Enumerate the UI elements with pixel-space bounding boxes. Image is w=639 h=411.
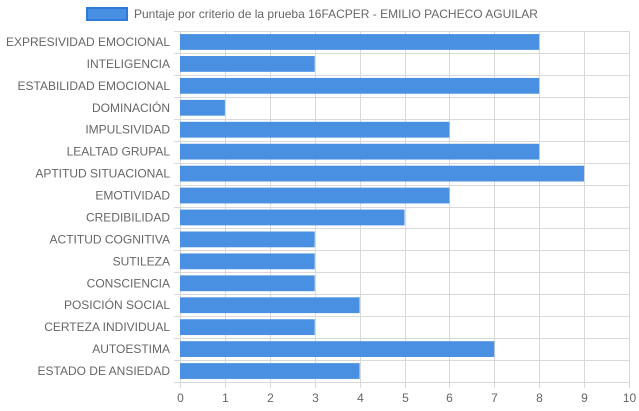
legend-swatch bbox=[86, 7, 128, 21]
category-label: IMPULSIVIDAD bbox=[85, 123, 170, 137]
x-tick-label: 8 bbox=[536, 391, 543, 405]
x-tick-label: 4 bbox=[357, 391, 364, 405]
category-label: EXPRESIVIDAD EMOCIONAL bbox=[6, 35, 170, 49]
category-label: INTELIGENCIA bbox=[87, 57, 170, 71]
category-label: SUTILEZA bbox=[113, 254, 170, 268]
category-label: ESTADO DE ANSIEDAD bbox=[38, 364, 171, 378]
bar bbox=[180, 253, 315, 270]
x-tick-label: 6 bbox=[446, 391, 453, 405]
category-label: AUTOESTIMA bbox=[92, 342, 170, 356]
bar bbox=[180, 363, 360, 379]
bar bbox=[180, 209, 405, 226]
bar bbox=[180, 187, 450, 204]
x-tick-label: 3 bbox=[312, 391, 319, 405]
bar bbox=[180, 56, 315, 72]
category-label: DOMINACIÓN bbox=[92, 100, 170, 115]
bar bbox=[180, 99, 225, 116]
x-tick-label: 7 bbox=[491, 391, 498, 405]
bar bbox=[180, 341, 495, 357]
bar bbox=[180, 231, 315, 248]
category-label: APTITUD SITUACIONAL bbox=[35, 167, 170, 181]
category-label: ESTABILIDAD EMOCIONAL bbox=[18, 79, 171, 93]
bar bbox=[180, 143, 540, 160]
x-tick-labels: 0 1 2 3 4 5 6 7 8 9 10 bbox=[177, 391, 636, 405]
bar bbox=[180, 77, 540, 94]
category-label: EMOTIVIDAD bbox=[95, 189, 170, 203]
bar bbox=[180, 34, 540, 50]
x-tick-label: 2 bbox=[267, 391, 274, 405]
x-tick-label: 1 bbox=[222, 391, 229, 405]
category-label: CERTEZA INDIVIDUAL bbox=[44, 320, 170, 334]
category-label: LEALTAD GRUPAL bbox=[67, 145, 171, 159]
category-label: CONSCIENCIA bbox=[87, 276, 170, 290]
category-label: POSICIÓN SOCIAL bbox=[64, 297, 170, 312]
x-tick-label: 0 bbox=[177, 391, 184, 405]
x-tick-label: 5 bbox=[402, 391, 409, 405]
legend-label: Puntaje por criterio de la prueba 16FACP… bbox=[134, 7, 538, 21]
bar bbox=[180, 319, 315, 336]
bar bbox=[180, 165, 585, 182]
legend[interactable]: Puntaje por criterio de la prueba 16FACP… bbox=[86, 7, 538, 21]
x-tick-label: 9 bbox=[581, 391, 588, 405]
bar bbox=[180, 297, 360, 314]
category-label: CREDIBILIDAD bbox=[86, 210, 170, 224]
category-labels: EXPRESIVIDAD EMOCIONAL INTELIGENCIA ESTABI… bbox=[6, 35, 170, 378]
bars bbox=[180, 34, 585, 379]
bar bbox=[180, 275, 315, 292]
category-label: ACTITUD COGNITIVA bbox=[50, 232, 170, 246]
x-tick-label: 10 bbox=[623, 391, 637, 405]
bar bbox=[180, 121, 450, 138]
